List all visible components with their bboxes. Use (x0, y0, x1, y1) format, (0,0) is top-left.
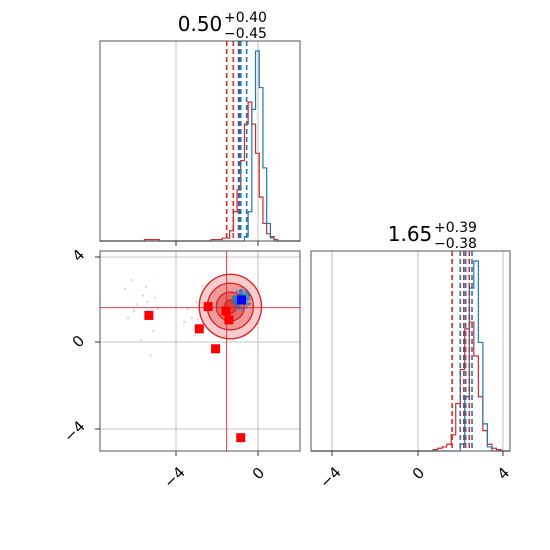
histogram-red (311, 321, 510, 452)
y-tick-label: 4 (69, 246, 88, 265)
sample-point-blue (231, 295, 235, 299)
x-tick-label: 0 (409, 464, 428, 483)
sample-point-blue (232, 298, 236, 302)
histogram-red (100, 101, 300, 242)
sample-point-faint (195, 300, 198, 304)
sample-point-blue (242, 307, 245, 311)
sample-point-faint (190, 316, 194, 319)
x-tick-label: −4 (160, 463, 188, 491)
axes-frame (99, 250, 301, 452)
sample-point-faint (196, 318, 199, 322)
marker-red-square (144, 310, 154, 320)
sample-point-blue (246, 297, 250, 300)
sample-point-blue (239, 292, 243, 296)
sample-point-faint (193, 334, 197, 337)
title-param-1: 0.50 (178, 12, 223, 36)
y-tick-label: −4 (60, 417, 88, 445)
title-param-2-sub: −0.38 (434, 236, 477, 252)
histogram-panel-param-2: 1.65 +0.39 −0.38 −4 0 4 (310, 220, 513, 492)
marker-red-square (194, 324, 204, 334)
sample-point-faint (144, 285, 148, 288)
marker-blue-square (236, 295, 246, 305)
sample-point-faint (152, 329, 155, 333)
sample-point-faint (156, 307, 159, 310)
title-param-2-sup: +0.39 (434, 220, 477, 236)
y-tick-label: 0 (69, 332, 88, 351)
sample-point-faint (135, 303, 139, 306)
sample-point-blue (241, 289, 244, 293)
axes-frame (310, 250, 511, 452)
sample-point-blue (235, 290, 239, 294)
sample-point-faint (183, 320, 186, 324)
title-param-1-sup: +0.40 (224, 10, 267, 26)
sample-point-faint (146, 300, 149, 304)
scatter-panel: −4 0 4 0 −4 (60, 241, 301, 492)
axes-frame (99, 40, 301, 242)
sample-point-faint (149, 354, 152, 357)
sample-point-faint (141, 294, 145, 297)
sample-point-faint (186, 307, 189, 310)
histogram-blue (311, 260, 510, 452)
x-tick-label: −4 (316, 463, 344, 491)
marker-red-square (236, 433, 246, 443)
marker-red-square (203, 302, 213, 312)
sample-point-faint (140, 338, 143, 342)
x-tick-label: 0 (249, 464, 268, 483)
sample-point-blue (246, 291, 250, 295)
marker-red-square (221, 306, 231, 316)
x-tick-label: 4 (494, 464, 513, 483)
sample-point-faint (132, 309, 136, 313)
sample-point-blue (231, 301, 235, 305)
marker-red-square (224, 315, 234, 325)
sample-point-faint (129, 278, 133, 282)
title-param-2: 1.65 (388, 222, 433, 246)
sample-point-blue (247, 294, 251, 297)
histogram-blue (100, 50, 300, 242)
sample-point-faint (153, 296, 157, 299)
title-param-1-sub: −0.45 (224, 26, 267, 42)
sample-point-faint (123, 287, 127, 290)
sample-point-faint (126, 316, 130, 319)
marker-red-square (211, 344, 221, 354)
sample-point-faint (201, 285, 204, 288)
histogram-panel-param-1: 0.50 +0.40 −0.45 (99, 10, 301, 242)
